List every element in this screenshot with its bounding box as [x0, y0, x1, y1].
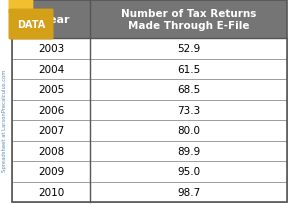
Bar — [12, 1, 90, 39]
Text: 52.9: 52.9 — [177, 44, 200, 54]
Bar — [12, 182, 90, 202]
Bar — [12, 39, 90, 59]
Text: 61.5: 61.5 — [177, 64, 200, 74]
Text: 98.7: 98.7 — [177, 187, 200, 197]
Text: Year: Year — [42, 15, 70, 25]
Text: 73.3: 73.3 — [177, 105, 200, 115]
Bar — [90, 59, 287, 80]
Text: 68.5: 68.5 — [177, 85, 200, 95]
Bar — [12, 80, 90, 100]
Bar — [90, 39, 287, 59]
Bar — [90, 182, 287, 202]
Text: 2007: 2007 — [38, 126, 64, 136]
Text: 89.9: 89.9 — [177, 146, 200, 156]
Bar — [12, 161, 90, 182]
Text: Spreadsheet at LarsonPrecalculus.com: Spreadsheet at LarsonPrecalculus.com — [3, 69, 7, 171]
FancyBboxPatch shape — [9, 0, 33, 14]
Bar — [90, 161, 287, 182]
Text: 2006: 2006 — [38, 105, 64, 115]
Text: 2003: 2003 — [38, 44, 64, 54]
Bar — [12, 120, 90, 141]
Bar — [12, 100, 90, 120]
Text: Number of Tax Returns
Made Through E-File: Number of Tax Returns Made Through E-Fil… — [121, 9, 256, 31]
FancyBboxPatch shape — [9, 10, 54, 40]
Bar — [90, 1, 287, 39]
Bar — [90, 80, 287, 100]
Bar — [90, 141, 287, 161]
Text: 2005: 2005 — [38, 85, 64, 95]
Bar — [90, 100, 287, 120]
Text: DATA: DATA — [17, 20, 45, 30]
Text: 2004: 2004 — [38, 64, 64, 74]
Text: 80.0: 80.0 — [177, 126, 200, 136]
Text: 95.0: 95.0 — [177, 166, 200, 176]
Bar — [90, 120, 287, 141]
Bar — [12, 59, 90, 80]
Text: 2008: 2008 — [38, 146, 64, 156]
Text: 2009: 2009 — [38, 166, 64, 176]
Text: 2010: 2010 — [38, 187, 64, 197]
Bar — [12, 141, 90, 161]
